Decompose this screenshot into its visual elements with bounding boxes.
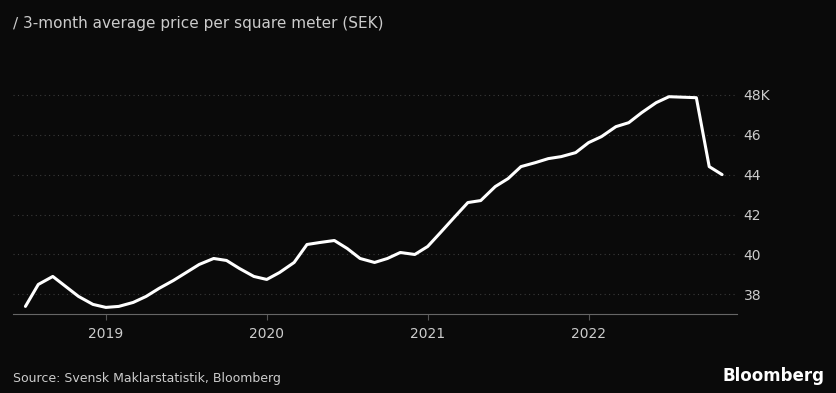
Text: Bloomberg: Bloomberg [721,367,823,385]
Text: ∕ 3-month average price per square meter (SEK): ∕ 3-month average price per square meter… [13,16,383,31]
Text: Source: Svensk Maklarstatistik, Bloomberg: Source: Svensk Maklarstatistik, Bloomber… [13,372,280,385]
